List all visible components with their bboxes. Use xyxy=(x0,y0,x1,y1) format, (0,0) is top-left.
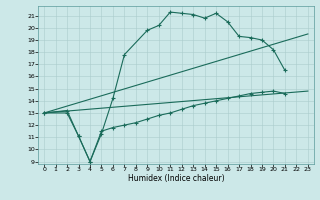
X-axis label: Humidex (Indice chaleur): Humidex (Indice chaleur) xyxy=(128,174,224,183)
